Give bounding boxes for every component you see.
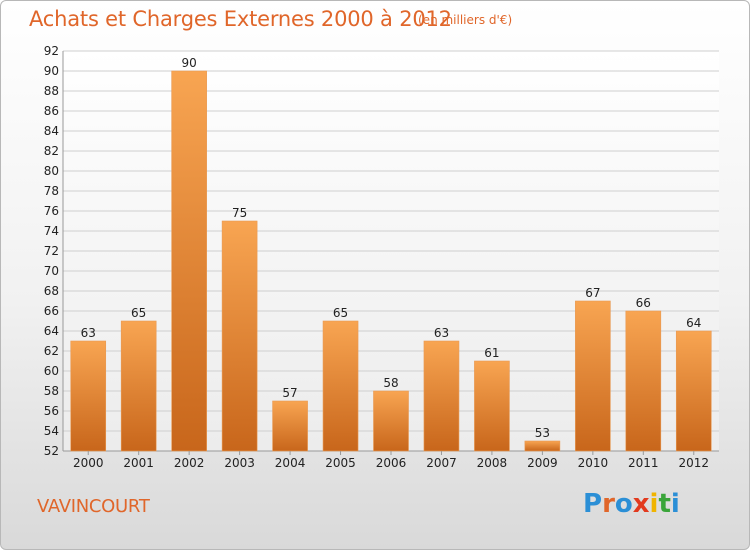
data-label-2012: 64	[686, 316, 701, 330]
x-tick-label-2002: 2002	[174, 456, 205, 470]
x-tick-label-2001: 2001	[123, 456, 154, 470]
y-tick-label: 74	[44, 224, 59, 238]
bar-2005	[322, 320, 359, 452]
x-tick-label-2011: 2011	[628, 456, 659, 470]
data-label-2003: 75	[232, 206, 247, 220]
bar-2008	[474, 360, 510, 452]
bar-2006	[373, 390, 409, 452]
y-tick-label: 88	[44, 84, 59, 98]
y-axis: 52 54 56 58 60 62 64 66 68 70 72 74 76 78 80 82 84 86 88 90…	[44, 44, 59, 458]
logo-letter: x	[632, 489, 650, 519]
y-tick-label: 70	[44, 264, 59, 278]
y-tick-label: 90	[44, 64, 59, 78]
y-tick-label: 68	[44, 284, 59, 298]
y-tick-label: 84	[44, 124, 59, 138]
x-tick-label-2006: 2006	[376, 456, 407, 470]
x-tick-label-2008: 2008	[477, 456, 508, 470]
logo-letter: i	[670, 489, 680, 519]
y-tick-label: 54	[44, 424, 59, 438]
data-label-2009: 53	[535, 426, 550, 440]
data-label-2004: 57	[282, 386, 297, 400]
bar-2012	[675, 330, 712, 452]
data-label-2008: 61	[484, 346, 499, 360]
y-tick-label: 86	[44, 104, 59, 118]
chart-title: Achats et Charges Externes 2000 à 2012	[29, 7, 452, 31]
y-tick-label: 76	[44, 204, 59, 218]
x-tick-label-2010: 2010	[578, 456, 609, 470]
bar-2009	[524, 440, 561, 452]
x-tick-label-2009: 2009	[527, 456, 558, 470]
y-tick-label: 62	[44, 344, 59, 358]
bar-2010	[575, 300, 611, 452]
x-axis: 2000 2001 2002 2003 2004 2005 2006 2007 2008 2009…	[73, 451, 709, 470]
x-tick-label-2005: 2005	[325, 456, 356, 470]
y-tick-label: 92	[44, 44, 59, 58]
logo-letter: i	[649, 489, 659, 519]
y-tick-label: 72	[44, 244, 59, 258]
x-tick-label-2003: 2003	[224, 456, 255, 470]
data-label-2000: 63	[81, 326, 96, 340]
data-label-2011: 66	[636, 296, 651, 310]
y-tick-label: 82	[44, 144, 59, 158]
chart-subtitle: (en milliers d'€)	[418, 13, 513, 27]
bar-2004	[272, 400, 308, 452]
y-tick-label: 58	[44, 384, 59, 398]
logo-letter: P	[583, 489, 603, 519]
data-label-2005: 65	[333, 306, 348, 320]
y-tick-label: 78	[44, 184, 59, 198]
bar-2003	[221, 220, 258, 452]
y-tick-label: 66	[44, 304, 59, 318]
bar-2011	[625, 310, 662, 452]
data-label-2010: 67	[585, 286, 600, 300]
proxiti-logo: Proxiti	[583, 489, 680, 519]
data-label-2007: 63	[434, 326, 449, 340]
commune-name: VAVINCOURT	[37, 496, 150, 517]
logo-letter: t	[658, 489, 671, 519]
x-tick-label-2007: 2007	[426, 456, 457, 470]
data-label-2002: 90	[182, 56, 197, 70]
y-tick-label: 64	[44, 324, 59, 338]
logo-letter: r	[602, 489, 615, 519]
data-label-2001: 65	[131, 306, 146, 320]
y-tick-label: 60	[44, 364, 59, 378]
bar-2001	[120, 320, 157, 452]
y-tick-label: 56	[44, 404, 59, 418]
bar-2000	[70, 340, 107, 452]
x-tick-label-2000: 2000	[73, 456, 104, 470]
x-tick-label-2012: 2012	[678, 456, 709, 470]
bar-2007	[423, 340, 460, 452]
y-tick-label: 80	[44, 164, 59, 178]
y-tick-label: 52	[44, 444, 59, 458]
bars: 63 65 90 75 57 65 58 63 61 53 67 66 64	[70, 56, 712, 452]
logo-letter: o	[614, 489, 633, 519]
data-label-2006: 58	[383, 376, 398, 390]
bar-2002	[171, 70, 207, 452]
x-tick-label-2004: 2004	[275, 456, 306, 470]
